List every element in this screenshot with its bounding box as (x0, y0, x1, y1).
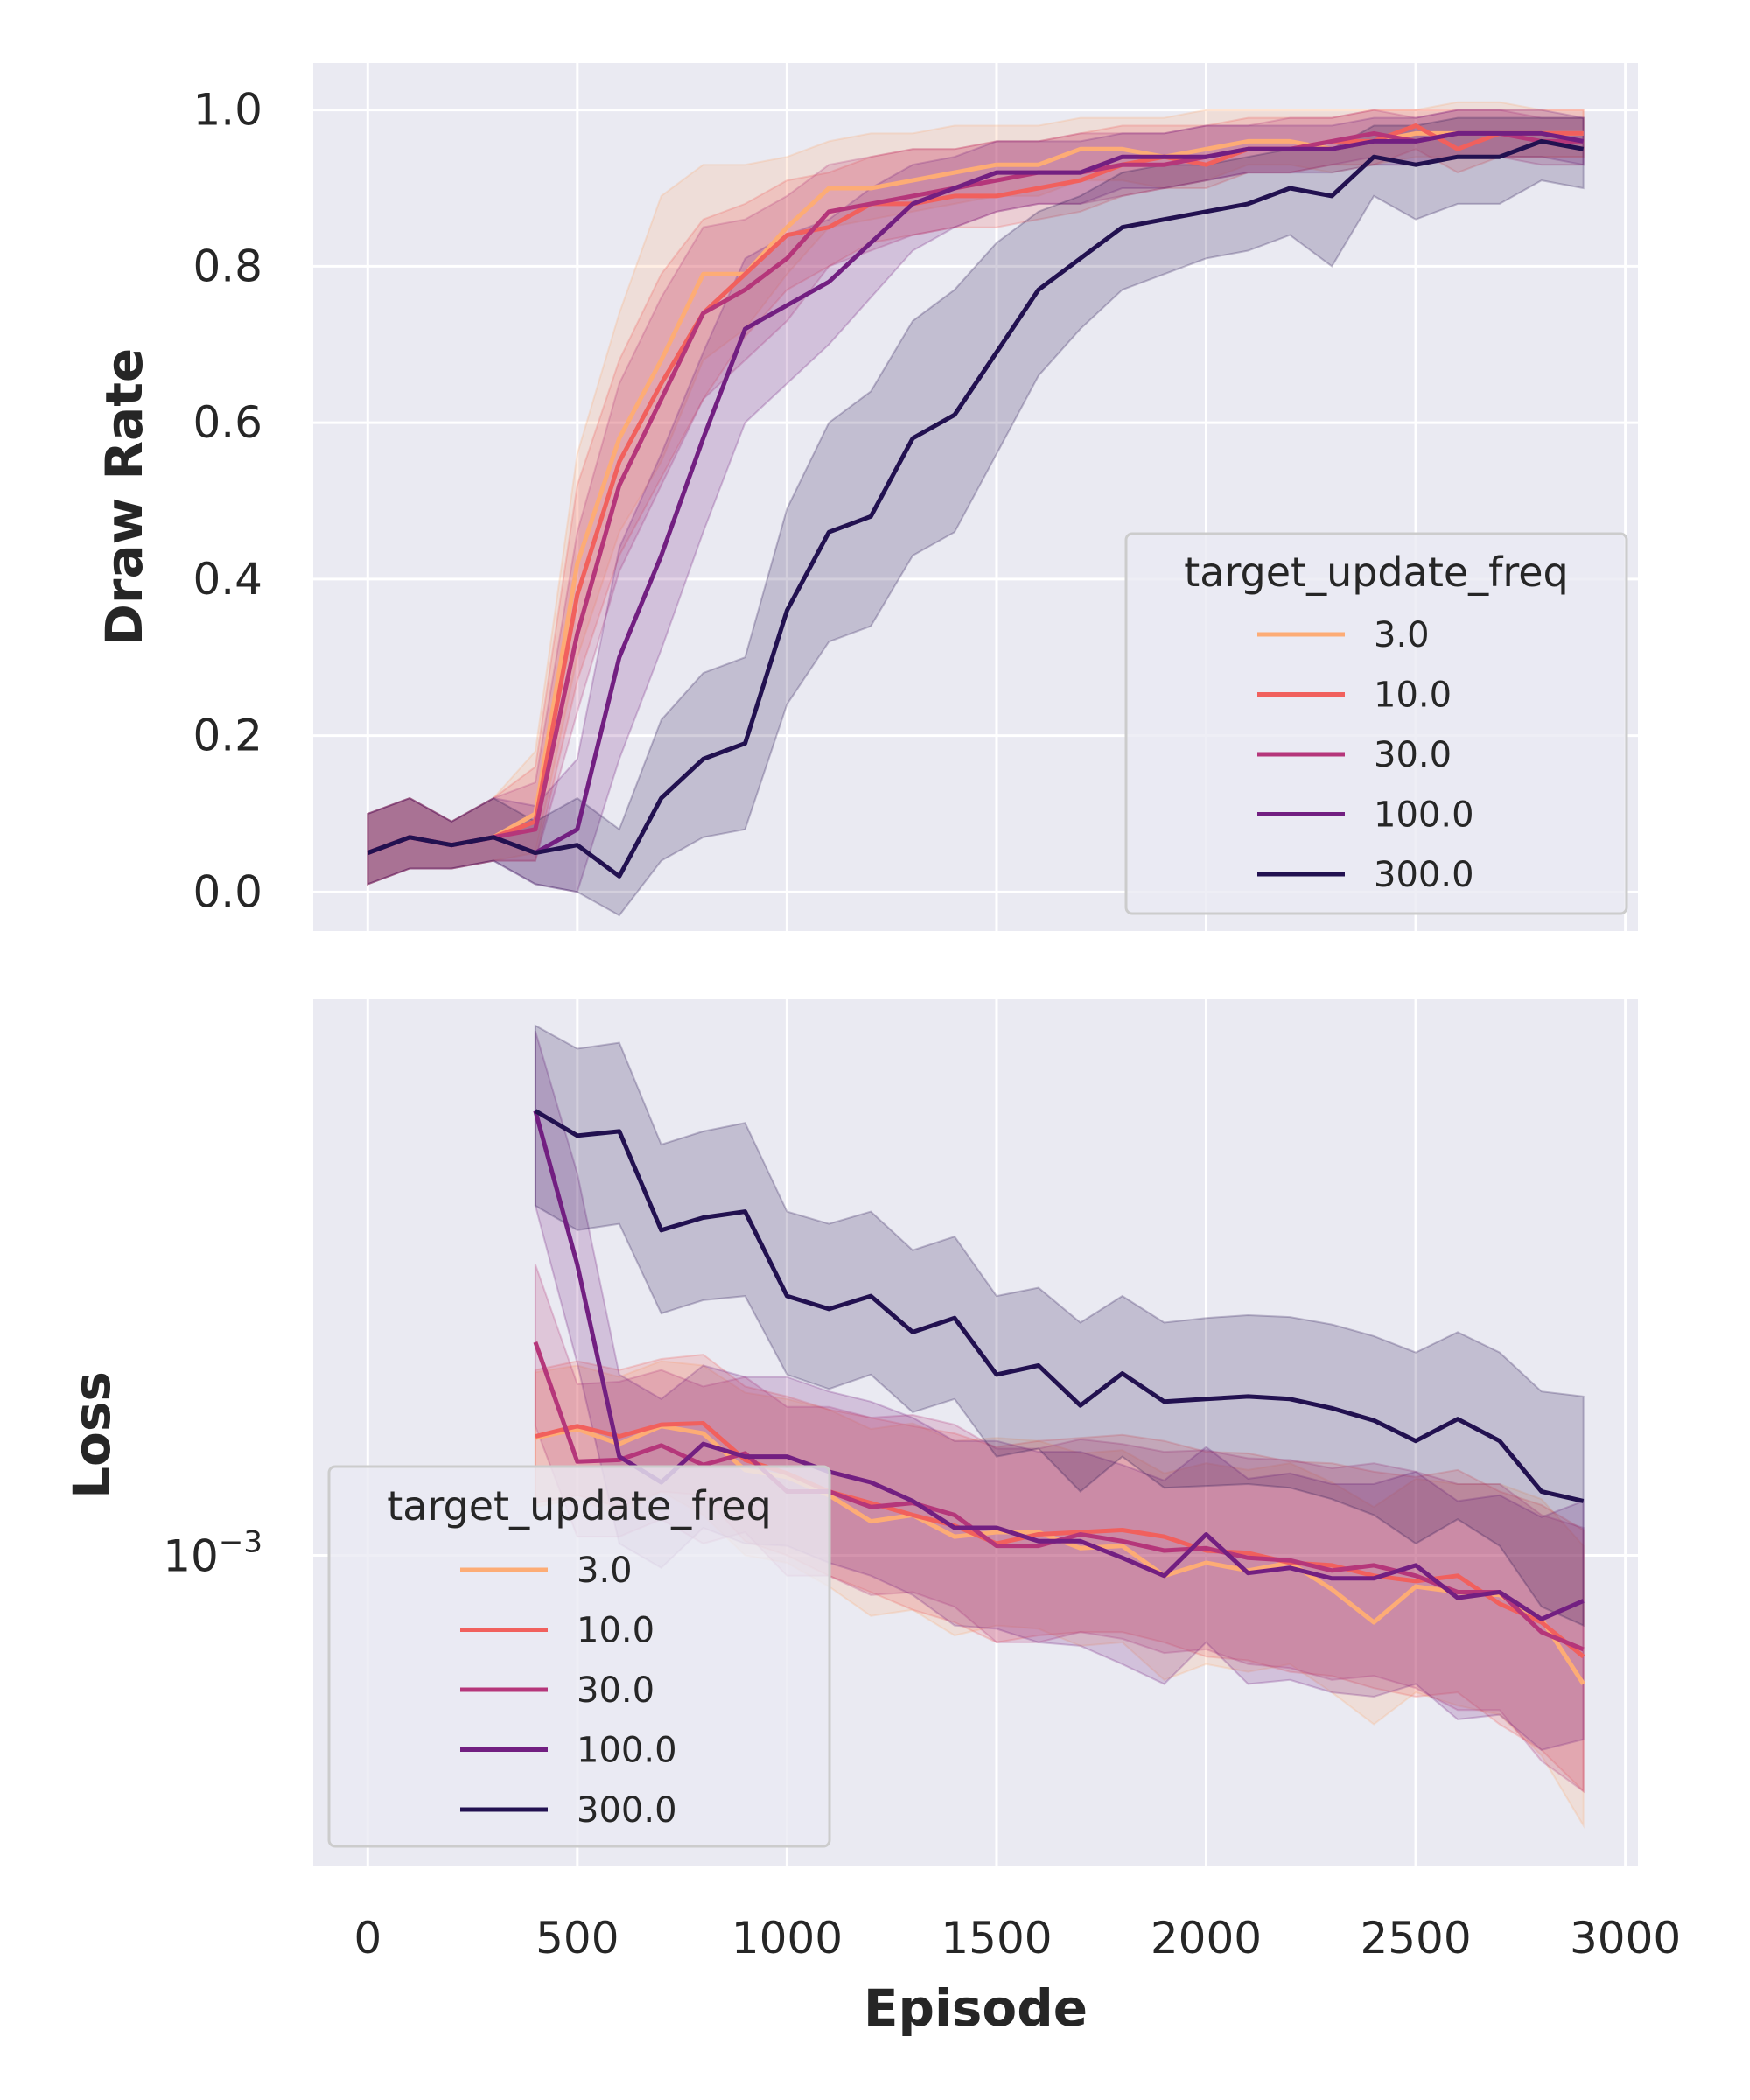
draw-rate-legend-box (1124, 532, 1628, 915)
draw-rate-legend-label: 10.0 (1374, 676, 1452, 716)
loss-legend-box (327, 1465, 831, 1848)
loss-x-tick-label: 1000 (732, 1913, 843, 1964)
loss-x-tick-label: 2000 (1151, 1913, 1262, 1964)
draw-rate-y-tick-label: 0.0 (192, 866, 262, 917)
loss-panel: 10−3 0 500 1000 1500 2000 2500 3000 Loss Episo… (62, 999, 1681, 2038)
loss-y-tick-label: 10−3 (163, 1525, 262, 1582)
loss-band-300.0 (534, 1024, 1585, 1628)
draw-rate-line-100.0 (367, 130, 1585, 856)
loss-y-tick-exponent: −3 (219, 1525, 262, 1560)
loss-legend-title: target_update_freq (387, 1482, 772, 1530)
loss-legend-label: 100.0 (577, 1731, 677, 1771)
draw-rate-series-lines (367, 123, 1585, 878)
draw-rate-y-tick-label: 0.4 (192, 554, 262, 605)
draw-rate-legend-label: 30.0 (1374, 735, 1452, 775)
draw-rate-line-10.0 (367, 123, 1584, 855)
loss-line-300.0 (534, 1109, 1585, 1503)
draw-rate-y-tick-label: 0.2 (192, 710, 262, 761)
draw-rate-legend-label: 3.0 (1374, 615, 1430, 655)
loss-x-tick-label: 1500 (941, 1913, 1052, 1964)
draw-rate-legend-title: target_update_freq (1184, 549, 1569, 596)
loss-band-30.0 (534, 1264, 1585, 1793)
draw-rate-line-300.0 (367, 138, 1585, 878)
loss-x-tick-label: 500 (536, 1913, 619, 1964)
draw-rate-legend-label: 300.0 (1374, 855, 1474, 895)
draw-rate-y-tick-label: 0.6 (192, 397, 262, 448)
loss-x-tick-label: 3000 (1570, 1913, 1681, 1964)
draw-rate-y-tick-labels: 0.0 0.2 0.4 0.6 0.8 1.0 (192, 85, 262, 918)
loss-y-tick-base: 10 (163, 1531, 219, 1582)
loss-legend-label: 3.0 (577, 1550, 633, 1591)
draw-rate-band-30.0 (367, 108, 1585, 886)
draw-rate-y-tick-label: 1.0 (192, 85, 262, 136)
loss-y-tick-labels: 10−3 (163, 1525, 262, 1582)
draw-rate-legend: target_update_freq 3.0 10.0 30.0 100.0 300.0 (1124, 532, 1628, 915)
loss-line-10.0 (535, 1421, 1586, 1659)
loss-x-tick-label: 2500 (1360, 1913, 1471, 1964)
loss-legend-label: 10.0 (577, 1611, 654, 1651)
loss-band-10.0 (534, 1353, 1585, 1794)
loss-band-100.0 (534, 1031, 1585, 1751)
loss-x-tick-label: 0 (354, 1913, 382, 1964)
draw-rate-line-30.0 (367, 130, 1584, 855)
loss-line-100.0 (533, 1110, 1585, 1621)
draw-rate-confidence-bands (367, 101, 1585, 917)
loss-legend-label: 300.0 (577, 1790, 677, 1830)
draw-rate-y-axis-label: Draw Rate (94, 348, 154, 647)
loss-legend-label: 30.0 (577, 1670, 654, 1711)
draw-rate-band-10.0 (367, 108, 1585, 886)
loss-series-lines (533, 1109, 1586, 1685)
loss-y-axis-label: Loss (62, 1371, 122, 1499)
loss-x-tick-labels: 0 500 1000 1500 2000 2500 3000 (354, 1913, 1681, 1964)
loss-legend: target_update_freq 3.0 10.0 30.0 100.0 300.0 (327, 1465, 831, 1848)
draw-rate-band-300.0 (367, 116, 1585, 917)
draw-rate-panel: 0.0 0.2 0.4 0.6 0.8 1.0 Draw Rate target_upda… (94, 63, 1638, 931)
draw-rate-y-tick-label: 0.8 (192, 241, 262, 291)
loss-x-axis-label: Episode (864, 1978, 1088, 2038)
draw-rate-legend-label: 100.0 (1374, 795, 1474, 836)
